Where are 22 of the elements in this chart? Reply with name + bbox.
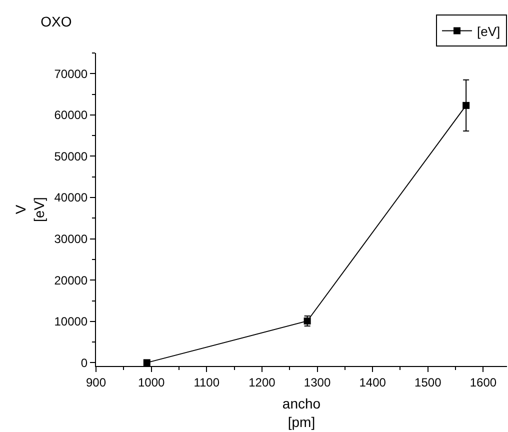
x-tick-label: 1000	[138, 375, 165, 390]
y-axis-title: V [eV]	[12, 197, 47, 222]
y-tick-label: 60000	[54, 108, 88, 122]
x-tick-label: 1100	[194, 375, 220, 390]
chart-title: OXO	[40, 14, 72, 30]
x-tick-label: 900	[86, 375, 106, 390]
y-tick-label: 30000	[54, 232, 88, 246]
x-axis-title: ancho [pm]	[282, 396, 321, 430]
y-tick-label: 40000	[54, 190, 88, 205]
x-tick-label: 1200	[248, 375, 276, 390]
x-tick-label: 1400	[359, 375, 386, 390]
x-tick-label: 1600	[470, 375, 497, 390]
y-tick-label: 0	[80, 356, 88, 370]
x-tick-label: 1300	[304, 375, 331, 390]
point	[462, 102, 470, 109]
y-tick-label: 20000	[54, 273, 88, 288]
legend-label: [eV]	[477, 24, 500, 39]
y-tick-label: 10000	[54, 314, 88, 329]
y-tick-label: 70000	[54, 66, 88, 81]
point	[143, 359, 150, 366]
x-tick-label: 1500	[414, 375, 442, 390]
y-tick-label: 50000	[54, 149, 88, 164]
